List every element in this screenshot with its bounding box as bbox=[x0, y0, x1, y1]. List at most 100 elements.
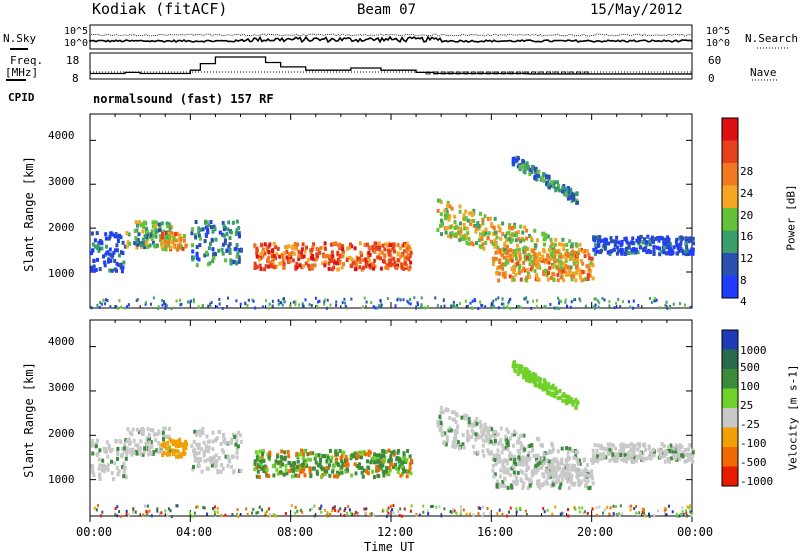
power-data-cell bbox=[519, 277, 523, 282]
velocity-data-cell bbox=[517, 461, 521, 466]
velocity-data-cell bbox=[339, 456, 343, 461]
velocity-data-cell bbox=[574, 467, 577, 472]
power-data-cell bbox=[533, 268, 537, 273]
velocity-data-cell bbox=[229, 441, 233, 446]
velocity-data-cell bbox=[303, 473, 307, 478]
velocity-data-cell bbox=[475, 435, 479, 440]
power-data-cell bbox=[104, 236, 108, 241]
power-data-cell bbox=[453, 233, 457, 238]
velocity-data-cell bbox=[485, 436, 489, 441]
velocity-data-cell bbox=[161, 433, 165, 438]
velocity-data-cell bbox=[512, 470, 516, 475]
power-data-cell bbox=[533, 246, 537, 251]
power-data-cell bbox=[624, 247, 628, 252]
power-data-cell bbox=[522, 266, 526, 271]
velocity-data-cell bbox=[550, 441, 554, 446]
velocity-data-cell bbox=[674, 456, 678, 461]
clutter-cell bbox=[566, 304, 569, 308]
velocity-data-cell bbox=[399, 473, 403, 478]
velocity-data-cell bbox=[566, 450, 570, 455]
power-data-cell bbox=[652, 251, 656, 256]
power-data-cell bbox=[667, 247, 671, 251]
velocity-data-cell bbox=[162, 426, 166, 431]
power-data-cell bbox=[644, 245, 648, 250]
power-data-cell bbox=[597, 243, 601, 248]
clutter-cell bbox=[427, 512, 430, 516]
power-data-cell bbox=[564, 270, 568, 275]
power-data-cell bbox=[361, 258, 365, 262]
power-data-cell bbox=[636, 250, 640, 255]
power-data-cell bbox=[550, 256, 554, 261]
power-data-cell bbox=[221, 232, 225, 237]
clutter-cell bbox=[316, 305, 319, 308]
power-data-cell bbox=[467, 241, 471, 246]
power-data-cell bbox=[274, 264, 278, 269]
power-data-cell bbox=[91, 248, 95, 253]
power-data-cell bbox=[547, 260, 551, 265]
clutter-cell bbox=[688, 506, 691, 510]
power-data-cell bbox=[298, 263, 302, 268]
velocity-data-cell bbox=[279, 464, 283, 469]
power-data-cell bbox=[513, 249, 517, 254]
velocity-data-cell bbox=[619, 446, 623, 451]
clutter-cell bbox=[301, 510, 304, 514]
power-data-cell bbox=[569, 265, 573, 270]
power-data-cell bbox=[536, 257, 540, 262]
power-data-cell bbox=[389, 253, 393, 258]
power-data-cell bbox=[545, 273, 549, 278]
power-data-cell bbox=[542, 237, 546, 242]
power-data-cell bbox=[224, 258, 227, 263]
velocity-data-cell bbox=[604, 455, 608, 460]
clutter-cell bbox=[335, 303, 338, 307]
velocity-data-cell bbox=[521, 369, 525, 374]
power-colorbar-frame bbox=[721, 117, 739, 299]
clutter-cell bbox=[170, 515, 173, 519]
clutter-cell bbox=[466, 304, 469, 308]
velocity-data-cell bbox=[493, 472, 497, 477]
clutter-cell bbox=[584, 304, 587, 308]
clutter-cell bbox=[99, 301, 102, 305]
velocity-data-cell bbox=[566, 479, 570, 484]
velocity-data-cell bbox=[550, 483, 554, 488]
velocity-data-cell bbox=[512, 466, 516, 471]
power-data-cell bbox=[529, 254, 533, 259]
power-data-cell bbox=[161, 231, 164, 236]
power-data-cell bbox=[348, 255, 352, 260]
power-data-cell bbox=[255, 246, 259, 251]
power-data-cell bbox=[350, 257, 354, 262]
velocity-data-cell bbox=[264, 470, 268, 474]
power-data-cell bbox=[300, 265, 304, 270]
power-data-cell bbox=[330, 242, 334, 247]
power-data-cell bbox=[568, 252, 572, 257]
velocity-data-cell bbox=[554, 391, 558, 395]
velocity-data-cell bbox=[182, 452, 185, 457]
velocity-data-cell bbox=[585, 473, 589, 478]
velocity-data-cell bbox=[609, 442, 613, 447]
freq-step-mark bbox=[531, 71, 536, 75]
velocity-data-cell bbox=[533, 382, 537, 387]
power-data-cell bbox=[579, 247, 583, 252]
velocity-data-cell bbox=[209, 460, 213, 465]
clutter-cell bbox=[318, 299, 321, 303]
power-data-cell bbox=[507, 237, 511, 242]
power-data-cell bbox=[470, 211, 474, 215]
power-data-cell bbox=[135, 239, 139, 244]
power-data-cell bbox=[484, 227, 488, 232]
velocity-data-cell bbox=[197, 451, 201, 456]
velocity-data-cell bbox=[611, 443, 615, 448]
power-data-cell bbox=[575, 243, 579, 248]
clutter-cell bbox=[684, 303, 686, 307]
velocity-data-cell bbox=[216, 468, 220, 473]
power-data-cell bbox=[536, 238, 539, 243]
velocity-data-cell bbox=[295, 451, 299, 456]
velocity-data-cell bbox=[387, 448, 391, 453]
power-data-cell bbox=[306, 258, 310, 263]
velocity-data-cell bbox=[510, 453, 513, 458]
velocity-data-cell bbox=[295, 468, 299, 472]
power-data-cell bbox=[386, 266, 390, 271]
power-data-cell bbox=[557, 269, 561, 274]
clutter-cell bbox=[509, 306, 512, 310]
power-data-cell bbox=[108, 252, 112, 257]
velocity-data-cell bbox=[116, 446, 120, 451]
velocity-data-cell bbox=[352, 454, 356, 459]
